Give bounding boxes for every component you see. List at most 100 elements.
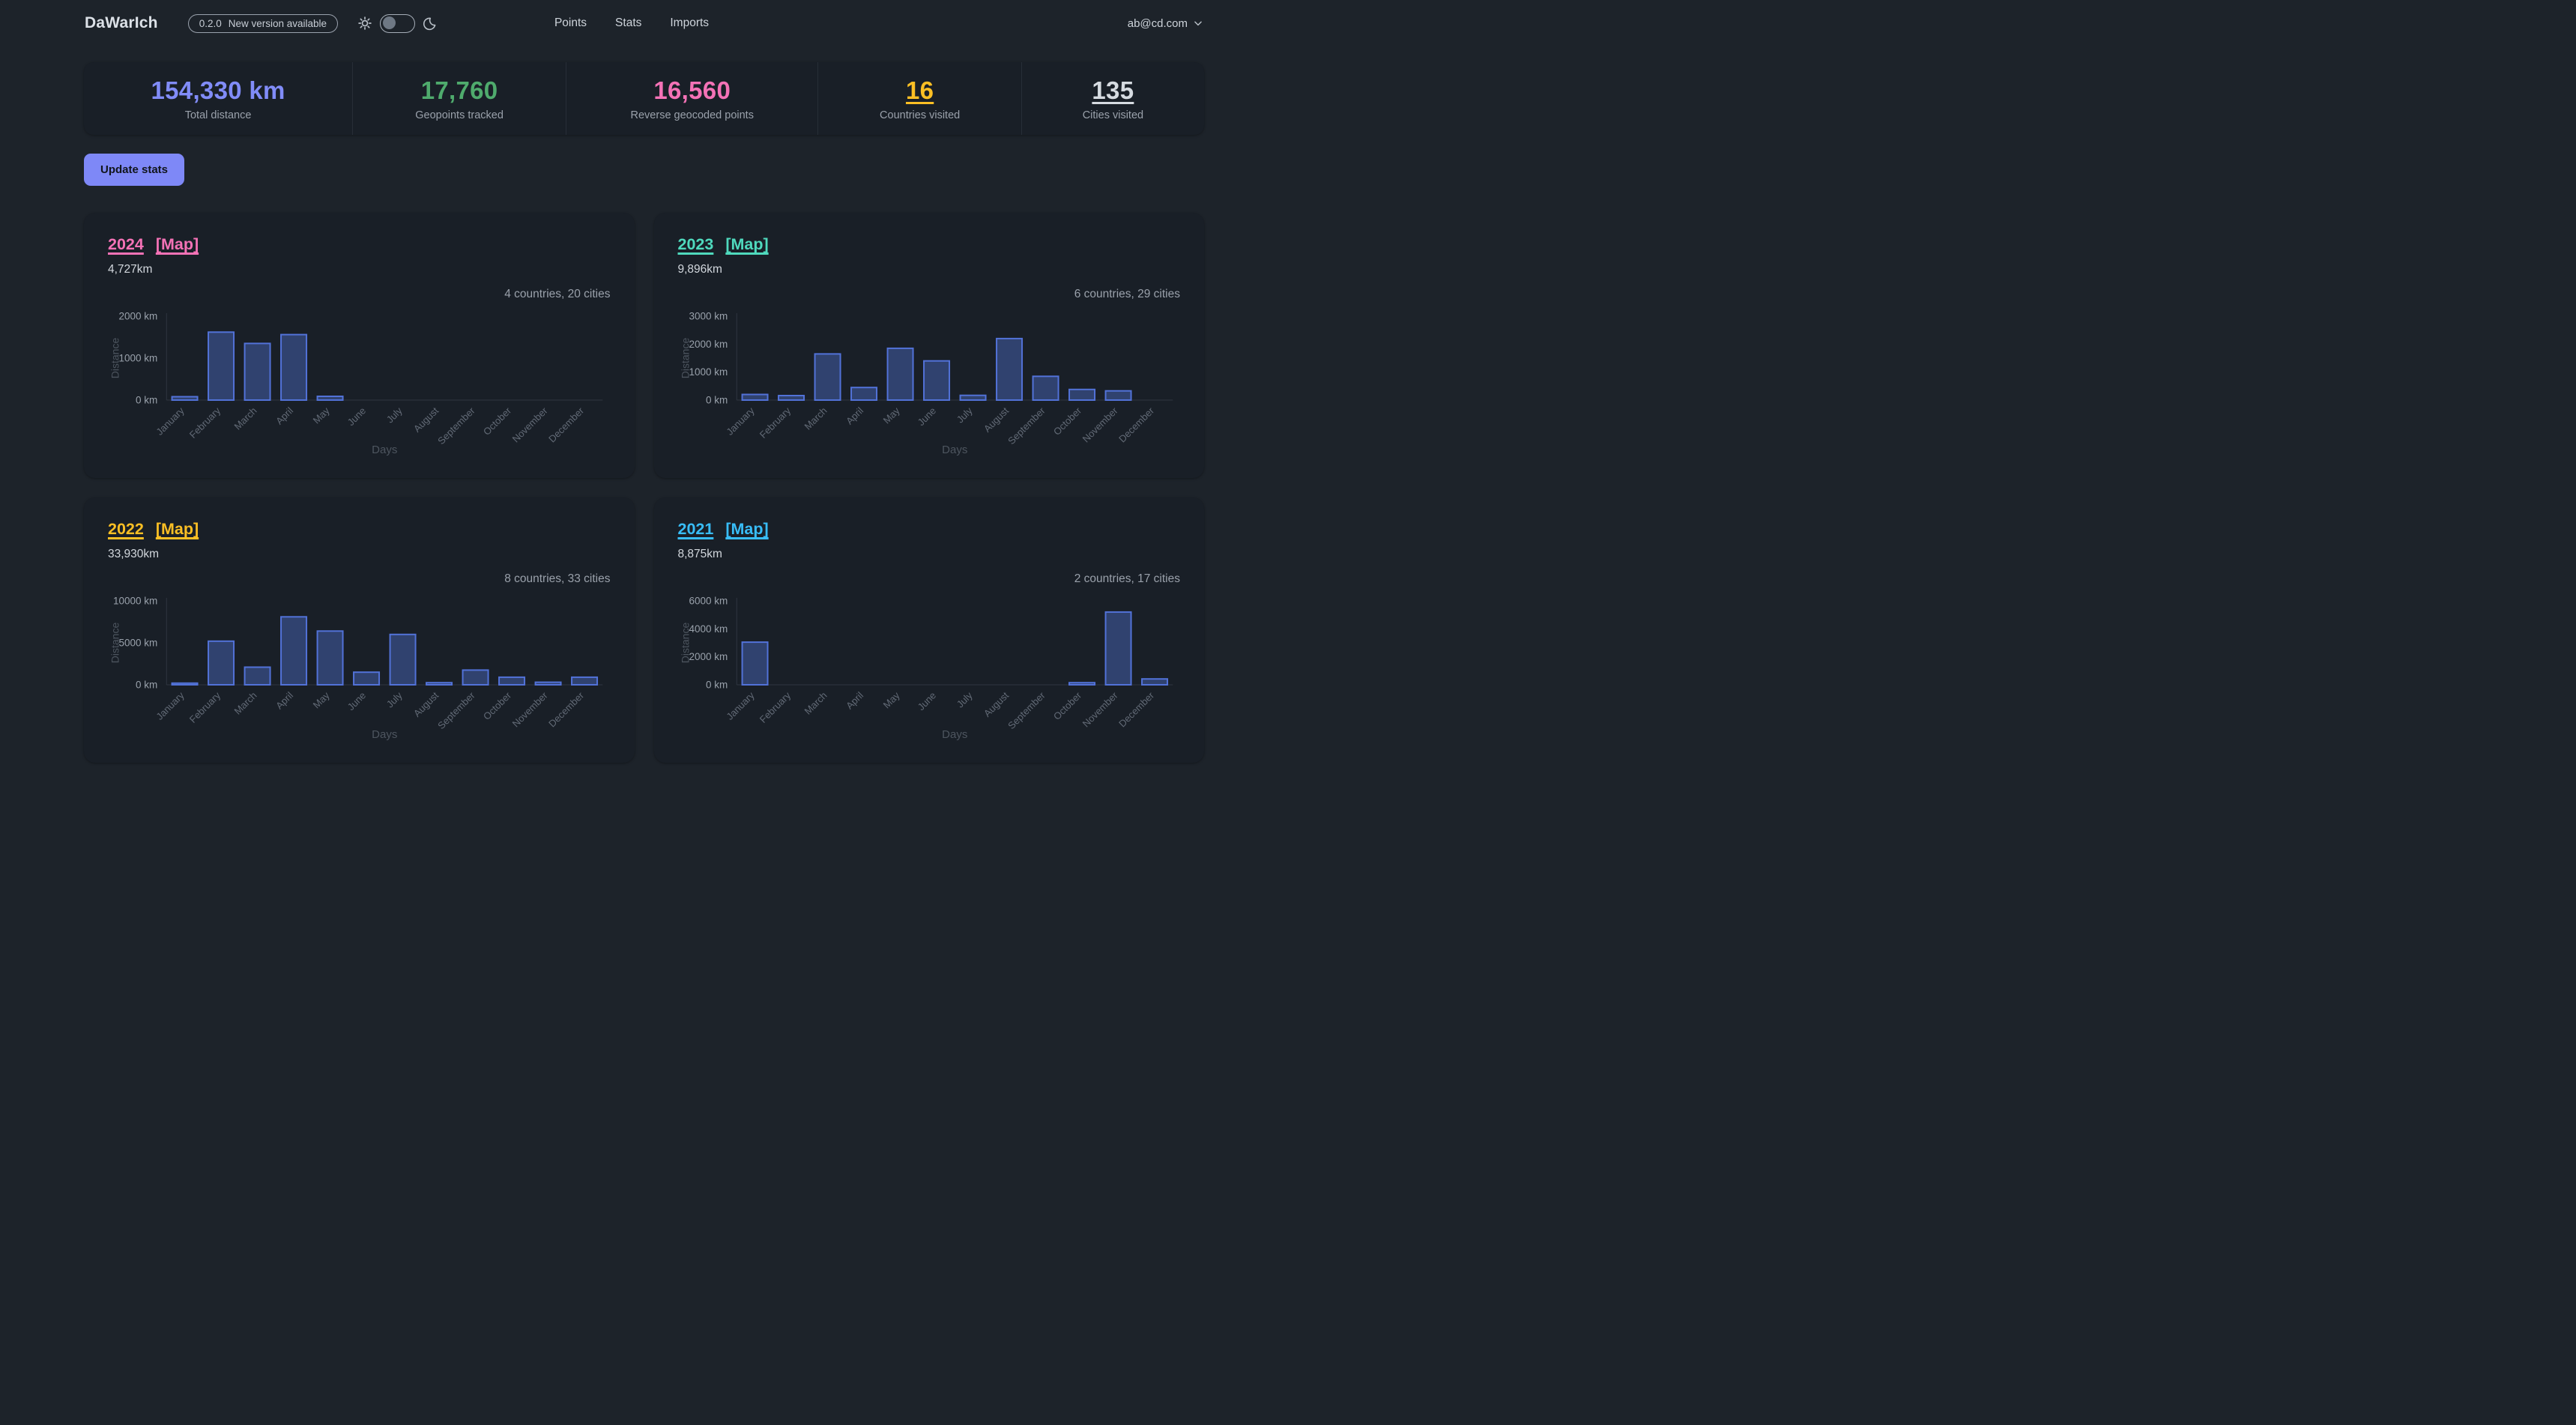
- x-tick-label: August: [981, 405, 1010, 434]
- stat-value: 16,560: [653, 76, 731, 104]
- x-tick-label: December: [1116, 689, 1156, 729]
- user-email: ab@cd.com: [1127, 16, 1188, 30]
- chart-bar: [389, 633, 417, 686]
- card-title: 2021 [Map]: [678, 520, 1181, 539]
- year-link-2023[interactable]: 2023: [677, 235, 714, 253]
- x-tick-label: August: [411, 689, 441, 718]
- map-link-2021[interactable]: [Map]: [725, 520, 769, 538]
- countries-cities-summary: 6 countries, 29 cities: [1074, 288, 1180, 300]
- x-axis-title: Days: [942, 728, 967, 741]
- chevron-down-icon: [1193, 18, 1203, 28]
- chart-bar: [741, 641, 769, 686]
- distance-by-month-chart-2023: 0 km 1000 km 2000 km 3000 km January February…: [678, 309, 1181, 459]
- x-axis-title: Days: [942, 444, 967, 456]
- x-tick-label: May: [880, 405, 901, 426]
- stat-label: Cities visited: [1082, 109, 1144, 121]
- chart-bar: [1068, 388, 1095, 402]
- x-tick-label: May: [880, 689, 901, 710]
- x-tick-label: November: [1080, 689, 1119, 729]
- stat-total-distance: 154,330 km Total distance: [84, 62, 352, 135]
- chart-bar: [850, 387, 877, 401]
- map-link-2022[interactable]: [Map]: [155, 520, 199, 538]
- map-link-2023[interactable]: [Map]: [725, 235, 769, 253]
- chart-bar: [208, 331, 235, 401]
- x-tick-label: April: [273, 689, 295, 711]
- x-tick-label: March: [802, 690, 829, 717]
- chart-bar: [777, 395, 805, 401]
- x-tick-label: August: [981, 689, 1010, 718]
- nav-link-points[interactable]: Points: [554, 16, 587, 29]
- year-link-2021[interactable]: 2021: [677, 520, 714, 538]
- year-card-2021: 2021 [Map] 8,875km 2 countries, 17 citie…: [653, 497, 1204, 763]
- y-tick-label: 5000 km: [118, 638, 157, 649]
- distance-by-month-chart-2022: 0 km 5000 km 10000 km January February March A…: [108, 593, 611, 743]
- chart-bar: [498, 676, 526, 686]
- new-version-link[interactable]: New version available: [228, 17, 327, 29]
- update-stats-button[interactable]: Update stats: [84, 154, 185, 186]
- chart-bar: [208, 640, 235, 686]
- y-tick-label: 1000 km: [118, 353, 157, 364]
- main-nav: Points Stats Imports: [554, 16, 709, 30]
- chart-bar: [353, 671, 381, 686]
- x-tick-label: December: [546, 689, 586, 729]
- countries-cities-summary: 2 countries, 17 cities: [1074, 572, 1180, 585]
- stat-value: 154,330 km: [151, 76, 285, 104]
- user-menu[interactable]: ab@cd.com: [1128, 17, 1203, 30]
- y-tick-label: 6000 km: [689, 596, 728, 607]
- year-link-2022[interactable]: 2022: [108, 520, 144, 538]
- stat-value: 17,760: [420, 76, 498, 104]
- x-tick-label: January: [724, 689, 757, 722]
- y-tick-label: 0 km: [136, 395, 157, 406]
- x-tick-label: May: [311, 405, 332, 426]
- chart-bar: [171, 396, 199, 401]
- chart-bar: [462, 669, 489, 686]
- chart-bar: [571, 676, 599, 686]
- stat-label: Total distance: [184, 109, 252, 121]
- toggle-knob: [383, 16, 396, 29]
- x-tick-label: January: [724, 405, 757, 438]
- x-tick-label: July: [954, 405, 974, 425]
- stat-geopoints-tracked: 17,760 Geopoints tracked: [352, 62, 566, 135]
- x-axis-title: Days: [372, 728, 397, 741]
- x-tick-label: September: [1006, 689, 1047, 731]
- year-card-2022: 2022 [Map] 33,930km 8 countries, 33 citi…: [84, 497, 635, 763]
- x-axis-title: Days: [372, 444, 397, 456]
- nav-link-stats[interactable]: Stats: [615, 16, 642, 29]
- year-distance: 9,896km: [677, 263, 722, 276]
- chart-bar: [244, 666, 271, 686]
- cities-visited-link[interactable]: 135: [1092, 76, 1134, 104]
- year-link-2024[interactable]: 2024: [108, 235, 144, 253]
- theme-toggle[interactable]: [380, 13, 416, 33]
- stat-label: Reverse geocoded points: [630, 109, 754, 121]
- card-title: 2022 [Map]: [108, 520, 611, 539]
- x-tick-label: October: [1050, 689, 1083, 722]
- chart-bar: [534, 681, 562, 686]
- x-tick-label: June: [915, 690, 938, 713]
- nav-link-imports[interactable]: Imports: [670, 16, 710, 29]
- y-tick-label: 0 km: [136, 680, 157, 691]
- x-tick-label: January: [154, 689, 187, 722]
- x-tick-label: July: [384, 405, 405, 425]
- stats-overview-panel: 154,330 km Total distance 17,760 Geopoin…: [84, 62, 1204, 135]
- x-tick-label: November: [1080, 405, 1119, 444]
- countries-visited-link[interactable]: 16: [905, 76, 934, 104]
- x-tick-label: June: [345, 690, 369, 713]
- x-tick-label: February: [187, 405, 223, 441]
- chart-bar: [959, 394, 987, 401]
- y-axis-title: Distance: [109, 623, 121, 664]
- x-tick-label: January: [154, 405, 187, 438]
- chart-bar: [1032, 375, 1059, 402]
- stat-label: Countries visited: [880, 109, 961, 121]
- map-link-2024[interactable]: [Map]: [155, 235, 199, 253]
- chart-bar: [280, 616, 308, 686]
- x-tick-label: September: [435, 405, 477, 447]
- x-tick-label: October: [481, 405, 514, 438]
- y-tick-label: 1000 km: [689, 366, 728, 378]
- x-tick-label: December: [546, 405, 586, 444]
- stat-reverse-geocoded: 16,560 Reverse geocoded points: [566, 62, 817, 135]
- app-logo[interactable]: DaWarIch: [85, 14, 158, 31]
- chart-bar: [316, 396, 344, 401]
- version-number: 0.2.0: [199, 17, 222, 29]
- version-badge[interactable]: 0.2.0 New version available: [187, 13, 339, 33]
- y-tick-label: 0 km: [705, 395, 727, 406]
